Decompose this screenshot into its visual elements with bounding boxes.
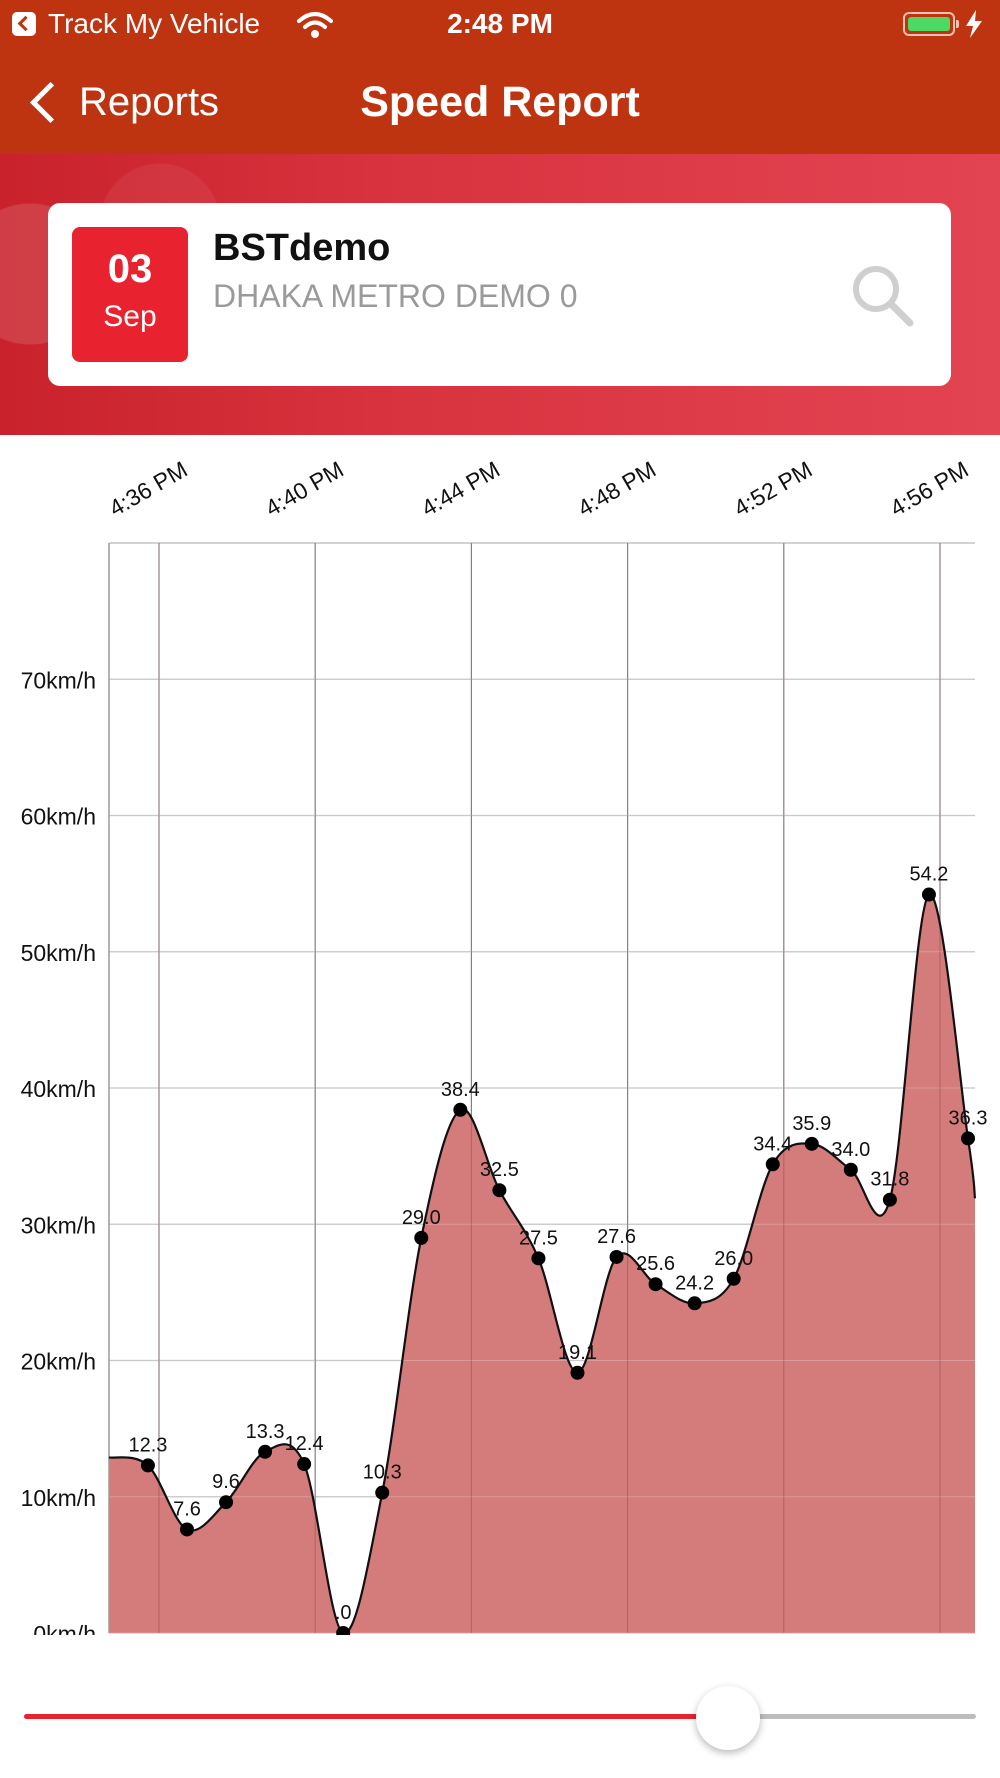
data-point bbox=[648, 1277, 663, 1292]
search-icon[interactable] bbox=[848, 261, 918, 331]
y-tick-label: 10km/h bbox=[21, 1485, 96, 1511]
date-month: Sep bbox=[103, 300, 157, 333]
data-label: 35.9 bbox=[792, 1113, 831, 1135]
data-label: 9.6 bbox=[212, 1471, 240, 1493]
data-label: 24.2 bbox=[675, 1272, 714, 1294]
data-point bbox=[726, 1271, 741, 1286]
data-point bbox=[492, 1183, 507, 1198]
data-point bbox=[609, 1249, 624, 1264]
back-to-app-label[interactable]: Track My Vehicle bbox=[48, 8, 261, 39]
data-label: 31.8 bbox=[870, 1169, 909, 1191]
data-label: 19.1 bbox=[558, 1342, 597, 1364]
data-point bbox=[843, 1162, 858, 1177]
data-point bbox=[258, 1444, 273, 1459]
vehicle-plate: DHAKA METRO DEMO 0 bbox=[213, 278, 578, 314]
data-label: 12.3 bbox=[128, 1434, 167, 1456]
data-label: 38.4 bbox=[441, 1079, 480, 1101]
y-tick-label: 60km/h bbox=[21, 804, 96, 830]
data-label: 36.3 bbox=[949, 1107, 988, 1129]
data-point bbox=[765, 1157, 780, 1172]
data-label: 34.4 bbox=[753, 1133, 792, 1155]
x-tick-label: 4:36 PM bbox=[105, 456, 192, 521]
data-point bbox=[531, 1251, 546, 1266]
data-point bbox=[375, 1485, 390, 1500]
data-label: 26.0 bbox=[714, 1248, 753, 1270]
data-point bbox=[336, 1626, 351, 1635]
speed-chart-svg: 0km/h 10km/h 20km/h 30km/h 40km/h 50km/h 60km/… bbox=[21, 456, 988, 1635]
data-label: 32.5 bbox=[480, 1159, 519, 1181]
data-point bbox=[179, 1522, 194, 1537]
x-tick-label: 4:56 PM bbox=[886, 456, 973, 521]
navigation-bar: Reports Speed Report bbox=[0, 50, 1000, 154]
data-point bbox=[414, 1230, 429, 1245]
back-to-app-icon[interactable] bbox=[12, 12, 36, 36]
vehicle-name: BSTdemo bbox=[213, 227, 391, 269]
data-label: 7.6 bbox=[173, 1498, 201, 1520]
y-tick-label: 0km/h bbox=[33, 1621, 96, 1635]
data-label: 29.0 bbox=[402, 1207, 441, 1229]
time-slider[interactable] bbox=[24, 1686, 976, 1750]
data-point bbox=[140, 1458, 155, 1473]
data-label: 12.4 bbox=[285, 1433, 324, 1455]
data-point bbox=[570, 1365, 585, 1380]
y-tick-label: 20km/h bbox=[21, 1349, 96, 1375]
date-day: 03 bbox=[107, 247, 153, 291]
data-point bbox=[921, 887, 936, 902]
x-tick-label: 4:40 PM bbox=[261, 456, 348, 521]
data-point bbox=[882, 1192, 897, 1207]
data-point bbox=[219, 1495, 234, 1510]
speed-chart: 0km/h 10km/h 20km/h 30km/h 40km/h 50km/h 60km/… bbox=[0, 435, 1000, 1635]
wifi-icon bbox=[297, 12, 333, 38]
x-tick-label: 4:44 PM bbox=[417, 456, 504, 521]
data-label: 54.2 bbox=[909, 864, 948, 886]
y-tick-label: 50km/h bbox=[21, 940, 96, 966]
data-label: 34.0 bbox=[831, 1139, 870, 1161]
data-label: 10.3 bbox=[363, 1462, 402, 1484]
back-button-label: Reports bbox=[79, 79, 220, 124]
x-tick-label: 4:48 PM bbox=[573, 456, 660, 521]
back-button[interactable]: Reports bbox=[28, 74, 219, 130]
status-bar: Track My Vehicle 2:48 PM bbox=[0, 0, 1000, 50]
data-label: 27.6 bbox=[597, 1226, 636, 1248]
speed-area bbox=[109, 894, 975, 1634]
date-badge[interactable]: 03 Sep bbox=[72, 227, 188, 362]
chevron-left-icon bbox=[29, 81, 72, 123]
battery-icon bbox=[903, 12, 959, 36]
data-label: 13.3 bbox=[246, 1421, 285, 1443]
y-tick-label: 40km/h bbox=[21, 1076, 96, 1102]
charging-bolt-icon bbox=[966, 10, 982, 38]
data-label: 27.5 bbox=[519, 1227, 558, 1249]
data-point bbox=[804, 1136, 819, 1151]
data-point bbox=[687, 1296, 702, 1311]
slider-thumb[interactable] bbox=[696, 1686, 761, 1750]
data-point bbox=[960, 1131, 975, 1146]
data-point bbox=[297, 1457, 312, 1472]
data-point bbox=[453, 1102, 468, 1117]
data-label: .0 bbox=[335, 1602, 352, 1624]
vehicle-card: 03 Sep BSTdemo DHAKA METRO DEMO 0 bbox=[48, 203, 951, 386]
x-tick-label: 4:52 PM bbox=[729, 456, 816, 521]
slider-fill bbox=[24, 1714, 729, 1719]
y-tick-label: 70km/h bbox=[21, 667, 96, 693]
y-tick-label: 30km/h bbox=[21, 1212, 96, 1238]
data-label: 25.6 bbox=[636, 1253, 675, 1275]
